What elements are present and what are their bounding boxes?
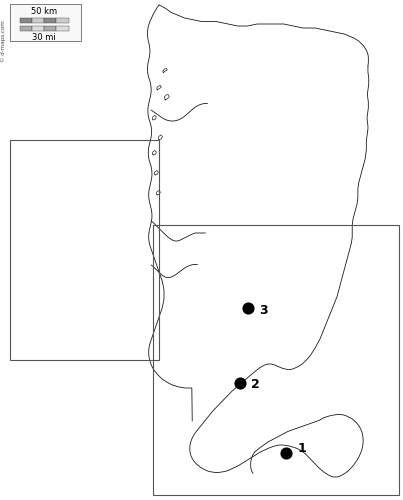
Bar <box>32 26 44 30</box>
Text: © d-maps.com: © d-maps.com <box>0 20 6 61</box>
Bar <box>32 18 44 22</box>
Bar <box>20 26 32 30</box>
Bar <box>20 18 32 22</box>
Bar <box>44 18 56 22</box>
Bar <box>153 225 399 495</box>
Text: 50 km: 50 km <box>31 7 57 16</box>
Bar <box>56 26 69 30</box>
Bar <box>10 140 159 360</box>
Text: 30 mi: 30 mi <box>33 32 56 42</box>
Text: 1: 1 <box>297 442 306 455</box>
Point <box>237 378 243 386</box>
Point <box>283 448 289 456</box>
Point <box>245 304 251 312</box>
Bar <box>56 18 69 22</box>
Bar <box>10 4 81 41</box>
Bar <box>44 26 56 30</box>
Text: 2: 2 <box>251 378 260 392</box>
Text: 3: 3 <box>259 304 268 316</box>
